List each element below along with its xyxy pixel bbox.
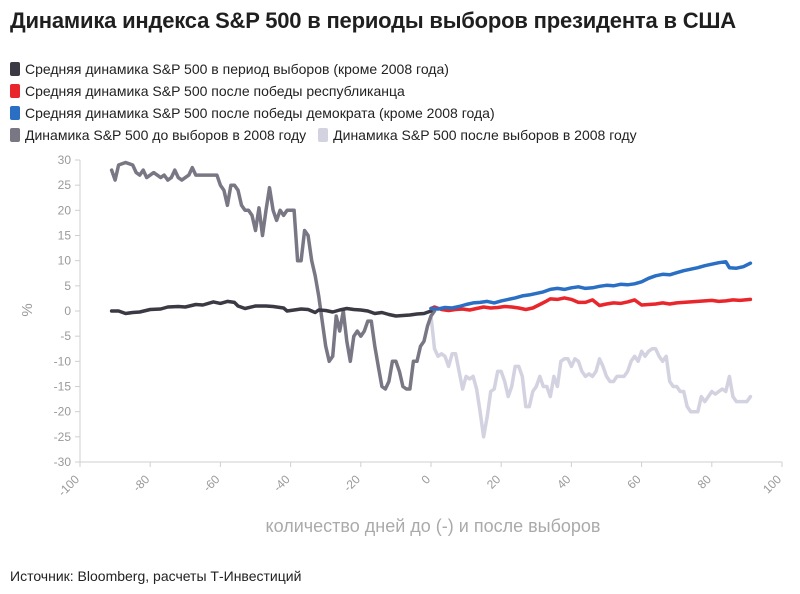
series-line-1 [429, 296, 753, 313]
y-tick-label: 10 [58, 254, 72, 268]
y-tick-label: -15 [54, 380, 72, 394]
x-tick-label: 100 [760, 472, 784, 496]
y-tick-label: 15 [58, 229, 72, 243]
x-tick-label: -20 [341, 472, 363, 494]
legend-item-4: Динамика S&P 500 после выборов в 2008 го… [318, 127, 637, 143]
source-note: Источник: Bloomberg, расчеты Т-Инвестици… [10, 568, 302, 584]
y-tick-label: -10 [54, 354, 72, 368]
x-axis-label: количество дней до (-) и после выборов [266, 516, 601, 536]
y-tick-label: 5 [64, 279, 71, 293]
legend-swatch-4 [318, 128, 329, 142]
legend-label-4: Динамика S&P 500 после выборов в 2008 го… [333, 127, 637, 143]
x-tick-label: -60 [200, 472, 222, 494]
line-chart: 30 25 20 15 10 5 0 -5 -10 -15 -20 -25 -30 -100 -80 -60 -… [19, 153, 785, 536]
x-tick-label: 20 [484, 472, 504, 492]
y-tick-label: -30 [54, 455, 72, 469]
legend-item-0: Средняя динамика S&P 500 в период выборо… [10, 61, 449, 77]
page-title: Динамика индекса S&P 500 в периоды выбор… [10, 8, 736, 33]
x-tick-label: 0 [418, 472, 433, 487]
legend-row-2: Средняя динамика S&P 500 после победы ре… [10, 80, 649, 102]
y-tick-label: 0 [64, 304, 71, 318]
chart-series [109, 160, 753, 439]
x-tick-label: -40 [271, 472, 293, 494]
x-tick-label: 40 [554, 472, 574, 492]
y-tick-label: -5 [60, 329, 71, 343]
series-line-2 [429, 259, 753, 311]
y-tick-label: 30 [58, 153, 72, 167]
legend-label-3: Динамика S&P 500 до выборов в 2008 году [25, 127, 307, 143]
y-axis-label: % [19, 303, 36, 316]
legend-swatch-2 [10, 106, 20, 120]
series-line-4 [429, 314, 753, 439]
legend-row-1: Средняя динамика S&P 500 в период выборо… [10, 58, 649, 80]
y-tick-label: 20 [58, 203, 72, 217]
x-tick-label: 80 [695, 472, 715, 492]
legend-row-3: Средняя динамика S&P 500 после победы де… [10, 102, 649, 124]
series-line-3 [109, 160, 437, 391]
legend-item-2: Средняя динамика S&P 500 после победы де… [10, 105, 495, 121]
x-tick-label: -80 [130, 472, 152, 494]
legend: Средняя динамика S&P 500 в период выборо… [10, 58, 649, 146]
x-tick-label: 60 [624, 472, 644, 492]
legend-swatch-0 [10, 62, 20, 76]
legend-swatch-1 [10, 84, 20, 98]
legend-label-1: Средняя динамика S&P 500 после победы ре… [25, 83, 405, 99]
series-line-0 [109, 299, 433, 318]
legend-row-4: Динамика S&P 500 до выборов в 2008 году … [10, 124, 649, 146]
legend-label-0: Средняя динамика S&P 500 в период выборо… [25, 61, 449, 77]
y-tick-label: -25 [54, 430, 72, 444]
chart-axes: 30 25 20 15 10 5 0 -5 -10 -15 -20 -25 -30 -100 -80 -60 -… [54, 153, 785, 499]
legend-label-2: Средняя динамика S&P 500 после победы де… [25, 105, 495, 121]
legend-item-1: Средняя динамика S&P 500 после победы ре… [10, 83, 405, 99]
y-tick-label: 25 [58, 178, 72, 192]
y-tick-label: -20 [54, 405, 72, 419]
legend-swatch-3 [10, 128, 20, 142]
legend-item-3: Динамика S&P 500 до выборов в 2008 году [10, 127, 306, 143]
x-tick-label: -100 [55, 472, 82, 499]
